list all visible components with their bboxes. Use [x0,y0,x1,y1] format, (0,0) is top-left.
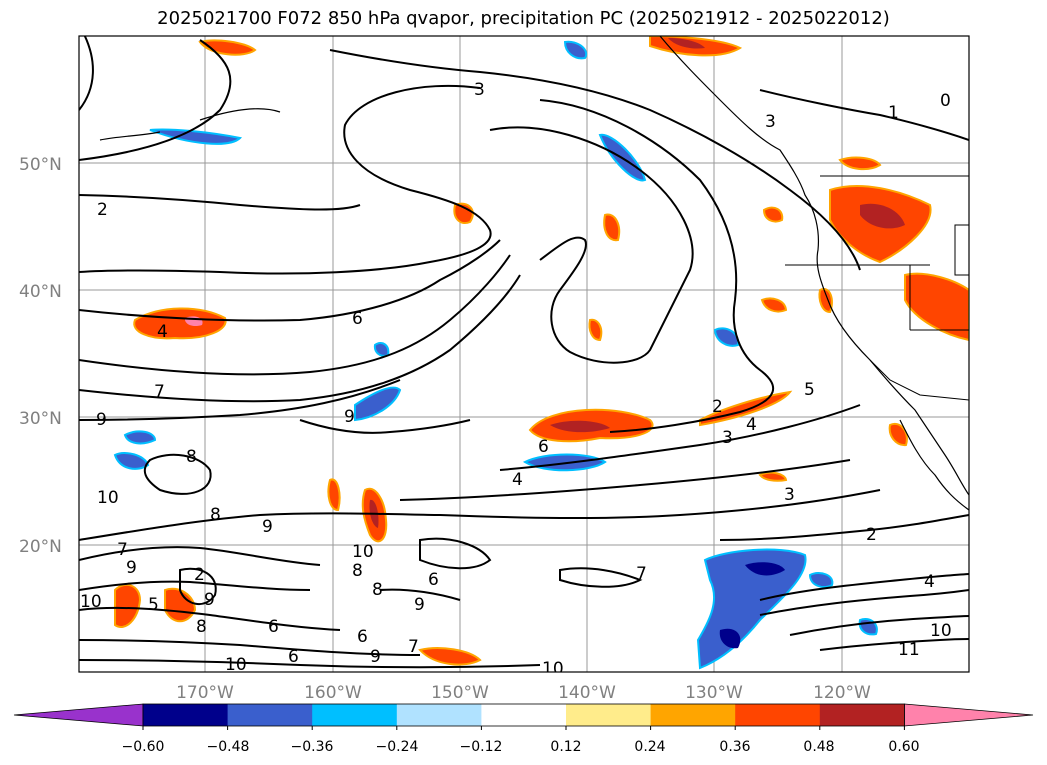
contour-label: 9 [96,410,107,430]
contour-label: 10 [80,592,102,612]
lat-label: 50°N [19,155,62,175]
colorbar-segment [143,704,229,726]
contour-label: 2 [97,200,108,220]
lon-label: 150°W [431,683,489,703]
coastlines [99,36,969,511]
contour-label: 4 [157,322,168,342]
colorbar-ticks: −0.60 −0.48 −0.36 −0.24 −0.12 0.12 0.24 … [122,739,920,755]
contour-label: 9 [344,407,355,427]
contour-label: 6 [428,570,439,590]
contour-label: 6 [288,647,299,667]
contour-label: 3 [474,80,485,100]
contour-label: 8 [196,617,207,637]
colorbar-tick-label: −0.48 [207,739,250,755]
contour-label: 2 [866,525,877,545]
colorbar-tick-label: 0.48 [803,739,834,755]
colorbar-extend-min [13,703,144,727]
colorbar-tick-label: 0.36 [719,739,750,755]
colorbar-frame [142,703,905,727]
lon-label: 120°W [813,683,871,703]
colorbar-extend-max [904,703,1034,727]
lon-label: 160°W [304,683,362,703]
colorbar-segment [566,704,652,726]
contour-label: 6 [352,309,363,329]
contour-label: 11 [898,640,920,660]
colorbar-segment [227,704,313,726]
colorbar-segment [650,704,736,726]
contour-label: 9 [262,517,273,537]
contour-label: 8 [210,505,221,525]
contour-label: 0 [940,91,951,111]
contour-label: 10 [352,542,374,562]
contour-label: 8 [352,561,363,581]
contour-label: 9 [204,590,215,610]
contour-label: 9 [370,647,381,667]
contour-label: 7 [408,637,419,657]
map-title: 2025021700 F072 850 hPa qvapor, precipit… [157,8,890,29]
contour-label: 7 [636,564,647,584]
contour-label: 6 [357,627,368,647]
lon-label: 170°W [176,683,234,703]
contour-label: 6 [268,617,279,637]
lat-label: 20°N [19,537,62,557]
colorbar-segment [481,704,567,726]
contour-label: 6 [538,437,549,457]
contour-label: 4 [924,572,935,592]
contour-label: 5 [804,380,815,400]
colorbar-tick-label: 0.12 [550,739,581,755]
colorbar-segment [735,704,821,726]
lat-label: 40°N [19,282,62,302]
contour-label: 4 [512,470,523,490]
latitude-labels: 50°N 40°N 30°N 20°N [19,155,62,557]
colorbar-segment [396,704,482,726]
lon-label: 130°W [685,683,743,703]
contour-label: 7 [117,540,128,560]
longitude-labels: 170°W 160°W 150°W 140°W 130°W 120°W [176,683,871,703]
contour-label: 4 [746,415,757,435]
contour-label: 9 [414,595,425,615]
contour-label: 8 [372,580,383,600]
colorbar-tick-label: 0.60 [888,739,919,755]
contour-label: 7 [154,382,165,402]
contour-labels: 3 2 3 1 0 6 7 9 9 8 6 4 2 3 4 3 2 4 10 1… [80,80,952,679]
contour-label: 8 [186,447,197,467]
contour-label: 5 [148,595,159,615]
contour-label: 2 [194,565,205,585]
colorbar-segment [819,704,905,726]
colorbar-tick-label: −0.24 [376,739,419,755]
contour-label: 10 [930,621,952,641]
colorbar-segment [312,704,398,726]
colorbar-tick-label: 0.24 [634,739,665,755]
contour-label: 3 [784,485,795,505]
colorbar-tick-label: −0.12 [460,739,503,755]
contour-label: 2 [712,397,723,417]
lat-label: 30°N [19,409,62,429]
contour-label: 9 [126,558,137,578]
contour-label: 3 [722,428,733,448]
contour-label: 3 [765,112,776,132]
map-frame [78,35,970,673]
contour-label: 10 [225,655,247,675]
contour-label: 1 [888,103,899,123]
colorbar [13,703,1034,730]
contour-label: 10 [542,659,564,679]
colorbar-tick-label: −0.36 [291,739,334,755]
qvapor-contours [79,36,969,669]
map-content: 3 2 3 1 0 6 7 9 9 8 6 4 2 3 4 3 2 4 10 1… [79,36,969,679]
colorbar-tick-label: −0.60 [122,739,165,755]
lon-label: 140°W [558,683,616,703]
contour-label: 10 [97,488,119,508]
